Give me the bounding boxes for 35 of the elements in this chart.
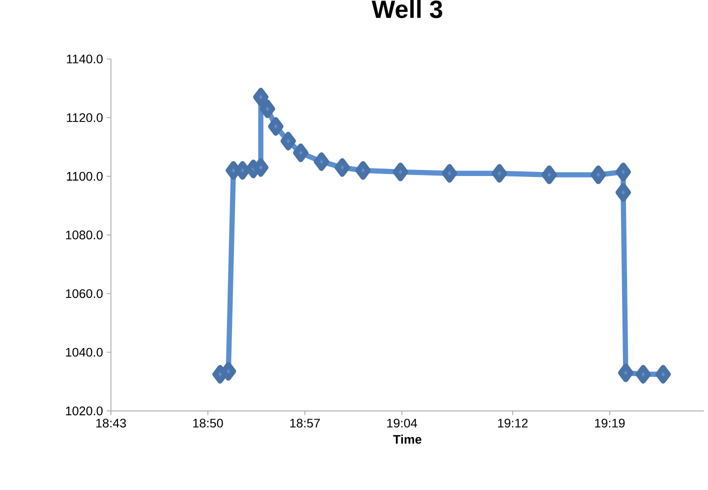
point <box>616 162 631 182</box>
y-tick-label: 1080.0 <box>66 230 103 240</box>
point <box>355 161 371 180</box>
x-tick-label: 18:50 <box>193 418 223 428</box>
point <box>314 152 330 171</box>
point <box>392 162 408 182</box>
point <box>253 88 268 106</box>
x-tick-label: 19:04 <box>387 418 418 428</box>
point <box>260 100 276 118</box>
point <box>616 183 631 202</box>
point <box>590 166 606 184</box>
chart-title: Well 3 <box>372 0 442 18</box>
y-tick-label: 1040.0 <box>66 348 103 357</box>
y-tick-label: 1020.0 <box>66 406 103 416</box>
point <box>492 164 508 183</box>
point <box>234 161 250 180</box>
point <box>268 117 284 136</box>
point <box>334 158 350 177</box>
point <box>636 364 651 384</box>
y-tick-label: 1120.0 <box>66 113 103 122</box>
point <box>293 144 308 162</box>
x-axis-title: Time <box>393 434 422 444</box>
point <box>542 166 557 184</box>
point <box>280 132 296 150</box>
y-tick-label: 1100.0 <box>66 172 103 181</box>
x-tick-label: 19:19 <box>595 418 625 428</box>
y-tick-label: 1140.0 <box>66 54 103 64</box>
x-tick-label: 19:12 <box>498 418 528 428</box>
point <box>442 164 458 183</box>
point <box>253 158 268 177</box>
x-tick-label: 18:57 <box>290 418 320 428</box>
y-tick-label: 1060.0 <box>66 289 103 298</box>
point <box>618 363 634 382</box>
point <box>655 364 671 384</box>
x-tick-label: 18:43 <box>96 418 126 428</box>
